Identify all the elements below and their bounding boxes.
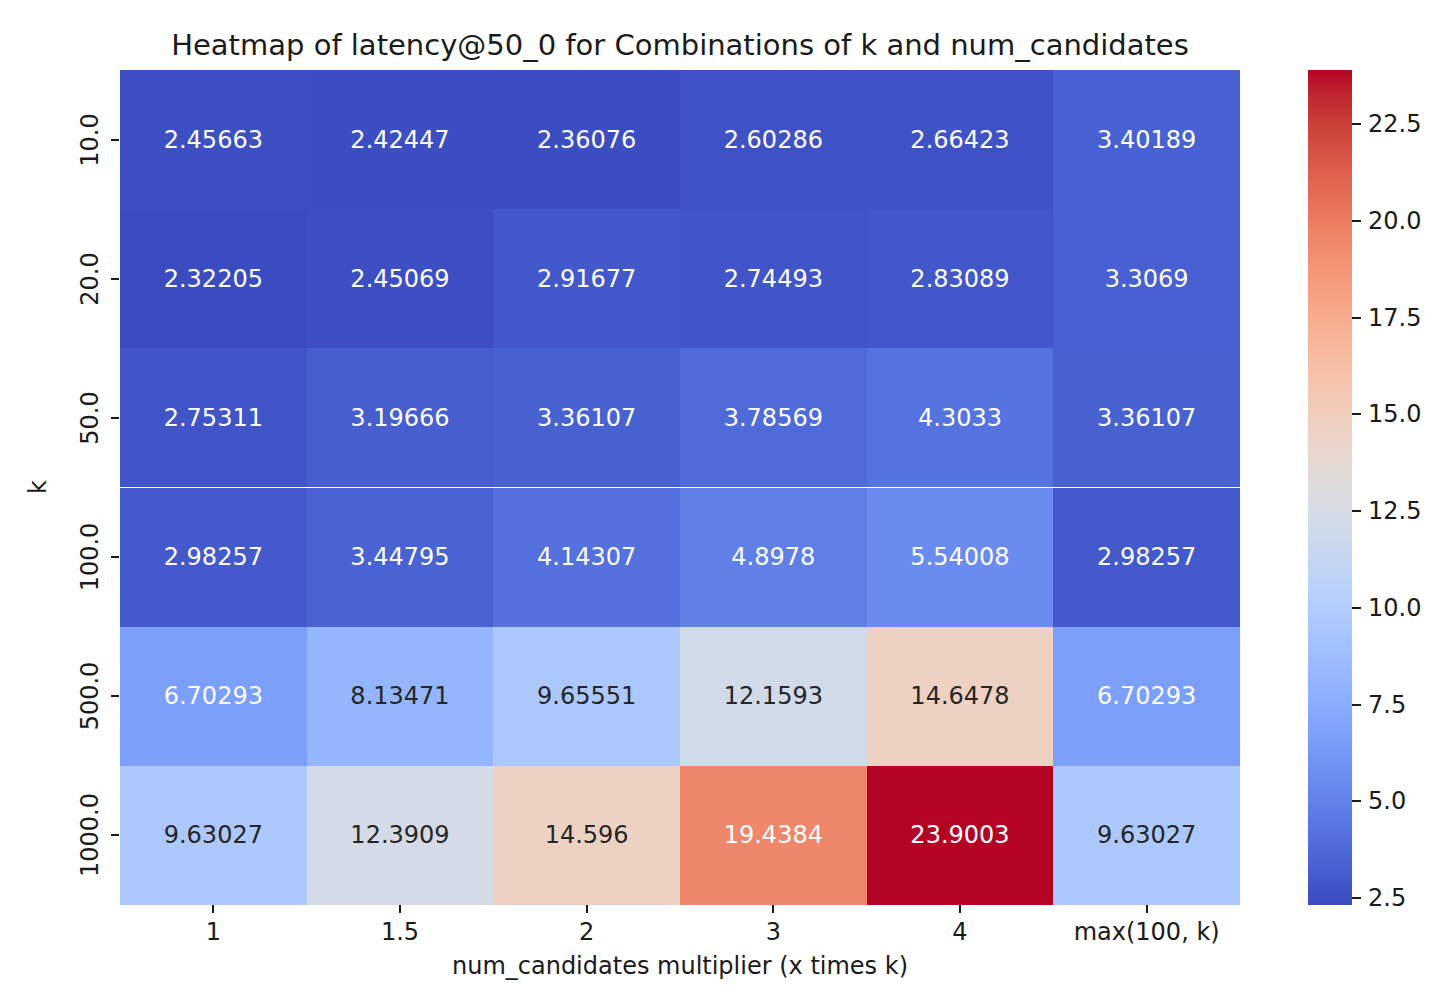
heatmap-cell-r1-c0: 2.32205	[120, 209, 307, 348]
heatmap-cell-r1-c1: 2.45069	[307, 209, 494, 348]
heatmap-cell-r4-c5: 6.70293	[1053, 627, 1240, 766]
heatmap-cell-r0-c1: 2.42447	[307, 70, 494, 209]
colorbar-tick-mark	[1352, 897, 1361, 899]
y-tick-mark	[111, 278, 119, 280]
y-axis-label: k	[24, 480, 52, 494]
y-tick-mark	[111, 417, 119, 419]
heatmap-cell-r0-c2: 2.36076	[493, 70, 680, 209]
y-tick-label: 1000.0	[76, 793, 104, 877]
heatmap-grid: 2.456632.424472.360762.602862.664233.401…	[120, 70, 1240, 905]
heatmap-cell-r4-c4: 14.6478	[867, 627, 1054, 766]
y-tick-mark	[111, 556, 119, 558]
heatmap-cell-r3-c5: 2.98257	[1053, 488, 1240, 627]
x-tick-mark	[1146, 905, 1148, 913]
colorbar-tick-mark	[1352, 220, 1361, 222]
chart-title: Heatmap of latency@50_0 for Combinations…	[120, 28, 1240, 62]
colorbar-tick-label: 17.5	[1368, 304, 1421, 332]
heatmap-cell-r0-c4: 2.66423	[867, 70, 1054, 209]
heatmap-cell-r3-c0: 2.98257	[120, 488, 307, 627]
heatmap-cell-r2-c2: 3.36107	[493, 348, 680, 487]
x-tick-mark	[959, 905, 961, 913]
colorbar-tick-mark	[1352, 123, 1361, 125]
heatmap-figure: Heatmap of latency@50_0 for Combinations…	[0, 0, 1440, 998]
y-tick-label: 500.0	[76, 662, 104, 731]
heatmap-cell-r2-c5: 3.36107	[1053, 348, 1240, 487]
heatmap-cell-r4-c3: 12.1593	[680, 627, 867, 766]
colorbar-gradient	[1308, 70, 1352, 905]
x-tick-label: 2	[579, 918, 594, 946]
heatmap-cell-r2-c0: 2.75311	[120, 348, 307, 487]
colorbar-tick-label: 10.0	[1368, 594, 1421, 622]
heatmap-cell-r0-c3: 2.60286	[680, 70, 867, 209]
colorbar-tick-label: 12.5	[1368, 497, 1421, 525]
colorbar-tick-mark	[1352, 317, 1361, 319]
heatmap-cell-r3-c4: 5.54008	[867, 488, 1054, 627]
y-tick-label: 50.0	[76, 391, 104, 444]
heatmap-cell-r5-c3: 19.4384	[680, 766, 867, 905]
y-tick-mark	[111, 695, 119, 697]
colorbar-tick-label: 15.0	[1368, 400, 1421, 428]
colorbar-tick-label: 2.5	[1368, 884, 1406, 912]
heatmap-cell-r1-c4: 2.83089	[867, 209, 1054, 348]
heatmap-cell-r5-c1: 12.3909	[307, 766, 494, 905]
heatmap-cell-r5-c0: 9.63027	[120, 766, 307, 905]
heatmap-cell-r2-c1: 3.19666	[307, 348, 494, 487]
heatmap-cell-r3-c2: 4.14307	[493, 488, 680, 627]
colorbar-tick-mark	[1352, 607, 1361, 609]
heatmap-cell-r3-c3: 4.8978	[680, 488, 867, 627]
y-tick-mark	[111, 139, 119, 141]
x-tick-mark	[212, 905, 214, 913]
heatmap-cell-r0-c0: 2.45663	[120, 70, 307, 209]
colorbar-tick-mark	[1352, 413, 1361, 415]
heatmap-cell-r5-c4: 23.9003	[867, 766, 1054, 905]
heatmap-cell-r0-c5: 3.40189	[1053, 70, 1240, 209]
y-tick-mark	[111, 834, 119, 836]
x-tick-label: max(100, k)	[1074, 918, 1220, 946]
heatmap-cell-r3-c1: 3.44795	[307, 488, 494, 627]
x-tick-label: 3	[766, 918, 781, 946]
colorbar-tick-label: 22.5	[1368, 110, 1421, 138]
colorbar-tick-label: 20.0	[1368, 207, 1421, 235]
heatmap-cell-r4-c2: 9.65551	[493, 627, 680, 766]
heatmap-cell-r2-c3: 3.78569	[680, 348, 867, 487]
colorbar-tick-label: 5.0	[1368, 787, 1406, 815]
x-tick-label: 1.5	[381, 918, 419, 946]
heatmap-cell-r1-c5: 3.3069	[1053, 209, 1240, 348]
x-axis-label: num_candidates multiplier (x times k)	[120, 952, 1240, 980]
x-tick-mark	[772, 905, 774, 913]
heatmap-cell-r5-c2: 14.596	[493, 766, 680, 905]
y-tick-label: 100.0	[76, 523, 104, 592]
heatmap-cell-r1-c2: 2.91677	[493, 209, 680, 348]
colorbar-tick-mark	[1352, 800, 1361, 802]
y-tick-label: 10.0	[76, 113, 104, 166]
heatmap-cell-r4-c0: 6.70293	[120, 627, 307, 766]
y-tick-label: 20.0	[76, 252, 104, 305]
heatmap-cell-r4-c1: 8.13471	[307, 627, 494, 766]
x-tick-label: 4	[952, 918, 967, 946]
colorbar-tick-label: 7.5	[1368, 691, 1406, 719]
x-tick-mark	[399, 905, 401, 913]
heatmap-cell-r1-c3: 2.74493	[680, 209, 867, 348]
x-tick-label: 1	[206, 918, 221, 946]
heatmap-cell-r5-c5: 9.63027	[1053, 766, 1240, 905]
x-tick-mark	[586, 905, 588, 913]
colorbar-tick-mark	[1352, 510, 1361, 512]
colorbar-tick-mark	[1352, 704, 1361, 706]
heatmap-cell-r2-c4: 4.3033	[867, 348, 1054, 487]
